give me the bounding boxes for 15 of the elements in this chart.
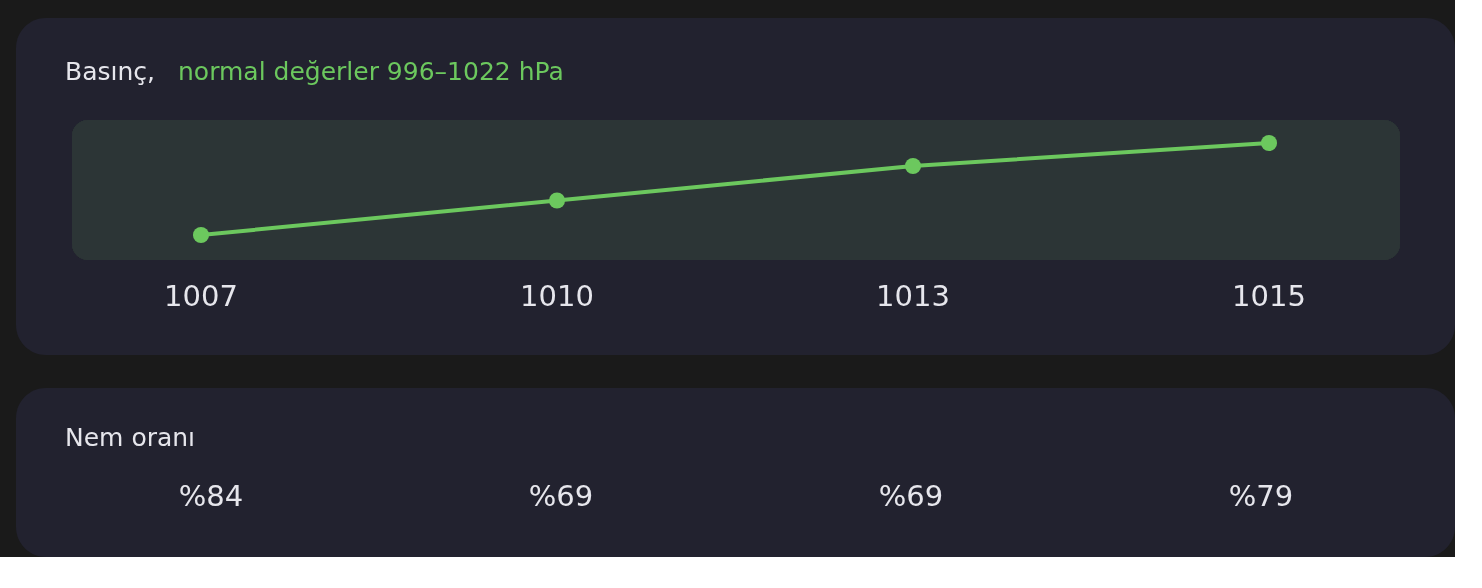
text: %84 bbox=[178, 479, 244, 513]
point bbox=[548, 192, 566, 209]
text: Nem oranı bbox=[65, 423, 196, 452]
data-label: 1007 bbox=[164, 279, 238, 313]
text: %69 bbox=[528, 479, 594, 513]
point bbox=[192, 226, 210, 244]
data-label: 1013 bbox=[876, 279, 950, 313]
chart-subtitle: normal değerler 996–1022 hPa bbox=[178, 57, 564, 86]
data-label: 1010 bbox=[520, 279, 594, 313]
text: %69 bbox=[878, 479, 944, 513]
point bbox=[1260, 134, 1278, 152]
point bbox=[904, 157, 922, 175]
text: %79 bbox=[1228, 479, 1294, 513]
chart-title: Basınç, bbox=[65, 57, 155, 86]
data-label: 1015 bbox=[1232, 279, 1306, 313]
